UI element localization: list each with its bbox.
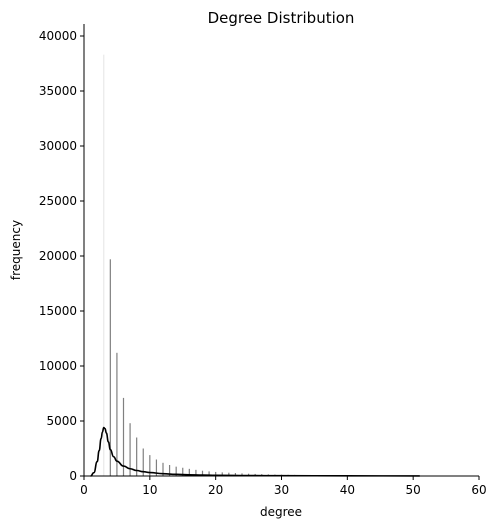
y-tick-label: 5000 (46, 414, 77, 428)
histogram-bar (221, 472, 223, 476)
y-axis-ticks: 0 5000 10000 15000 20000 25000 30000 35000 40000 (39, 29, 84, 483)
histogram-bar (208, 471, 210, 476)
histogram-bar (162, 462, 164, 476)
kde-curve (90, 426, 420, 477)
x-tick-label: 0 (80, 483, 88, 497)
histogram-bar (182, 467, 184, 476)
x-axis-ticks: 0 10 20 30 40 50 60 (80, 476, 487, 497)
histogram-bar (116, 352, 118, 476)
histogram-bar (188, 468, 190, 476)
histogram-bar (122, 397, 125, 476)
y-tick-label: 10000 (39, 359, 77, 373)
histogram-bar (195, 469, 197, 476)
histogram-bar (103, 54, 105, 476)
histogram-bar (234, 473, 237, 476)
histogram-bar (149, 455, 151, 476)
x-tick-label: 20 (208, 483, 223, 497)
histogram-bar (241, 473, 243, 476)
y-tick-label: 20000 (39, 249, 77, 263)
y-tick-label: 40000 (39, 29, 77, 43)
histogram-bar (215, 471, 217, 476)
chart-title: Degree Distribution (208, 9, 355, 27)
y-tick-label: 25000 (39, 194, 77, 208)
histogram-bar (168, 465, 171, 476)
x-axis-title: degree (260, 505, 302, 519)
y-tick-label: 15000 (39, 304, 77, 318)
x-tick-label: 10 (142, 483, 157, 497)
x-tick-label: 40 (340, 483, 355, 497)
histogram-bar (155, 459, 158, 476)
y-tick-label: 0 (69, 469, 77, 483)
y-axis-title: frequency (9, 220, 23, 280)
y-tick-label: 30000 (39, 139, 77, 153)
y-tick-label: 35000 (39, 84, 77, 98)
histogram-bar (109, 259, 111, 476)
histogram-bar (228, 472, 230, 476)
histogram-bar (201, 470, 204, 476)
x-tick-label: 30 (274, 483, 289, 497)
histogram-bar (142, 448, 144, 476)
histogram-bars (103, 54, 421, 476)
histogram-bar (175, 466, 177, 476)
x-tick-label: 50 (406, 483, 421, 497)
x-tick-label: 60 (471, 483, 486, 497)
histogram-bar (129, 423, 131, 476)
histogram-bar (136, 437, 138, 476)
